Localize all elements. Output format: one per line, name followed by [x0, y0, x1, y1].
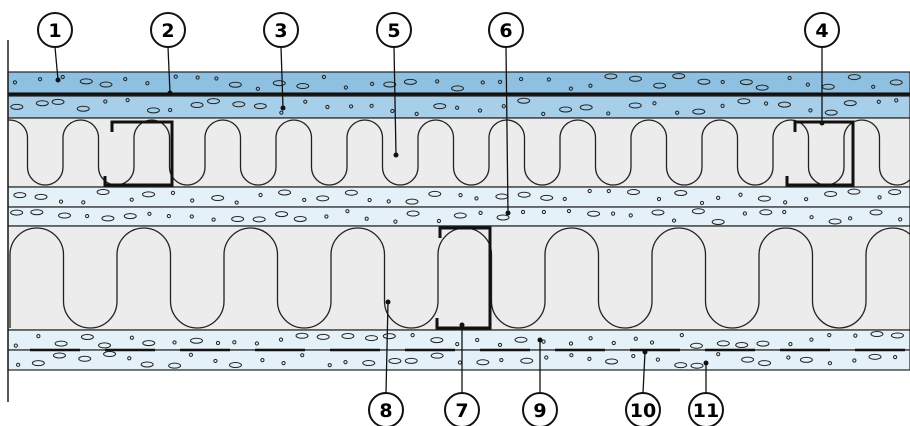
insulation-layer — [8, 118, 910, 187]
leader-dot — [506, 211, 511, 216]
callout-number: 5 — [387, 20, 400, 42]
leader-dot — [643, 350, 648, 355]
board — [8, 187, 910, 207]
leader-dot — [386, 300, 391, 305]
leader-dot — [281, 106, 286, 111]
outer-board — [8, 72, 910, 93]
leader-dot — [820, 121, 825, 126]
callout-number: 9 — [533, 400, 546, 422]
leader-dot — [704, 361, 709, 366]
callout-number: 11 — [693, 400, 719, 422]
callout-number: 2 — [161, 20, 174, 42]
callout-number: 7 — [455, 400, 468, 422]
callout-number: 8 — [379, 400, 392, 422]
layers — [8, 40, 910, 402]
callout-number: 4 — [815, 20, 828, 42]
leader-dot — [168, 91, 173, 96]
board — [8, 207, 910, 226]
leader-dot — [460, 323, 465, 328]
callout-number: 6 — [499, 20, 512, 42]
board — [8, 330, 910, 350]
wall-section-diagram: 1 2 3 4 5 6 7 8 9 10 11 — [0, 0, 910, 426]
callout-number: 3 — [274, 20, 287, 42]
leader-dot — [394, 153, 399, 158]
insulation-layer — [8, 226, 910, 330]
leader-dot — [538, 338, 543, 343]
callout-number: 1 — [48, 20, 61, 42]
callout-number: 10 — [630, 400, 656, 422]
leader-dot — [56, 78, 61, 83]
